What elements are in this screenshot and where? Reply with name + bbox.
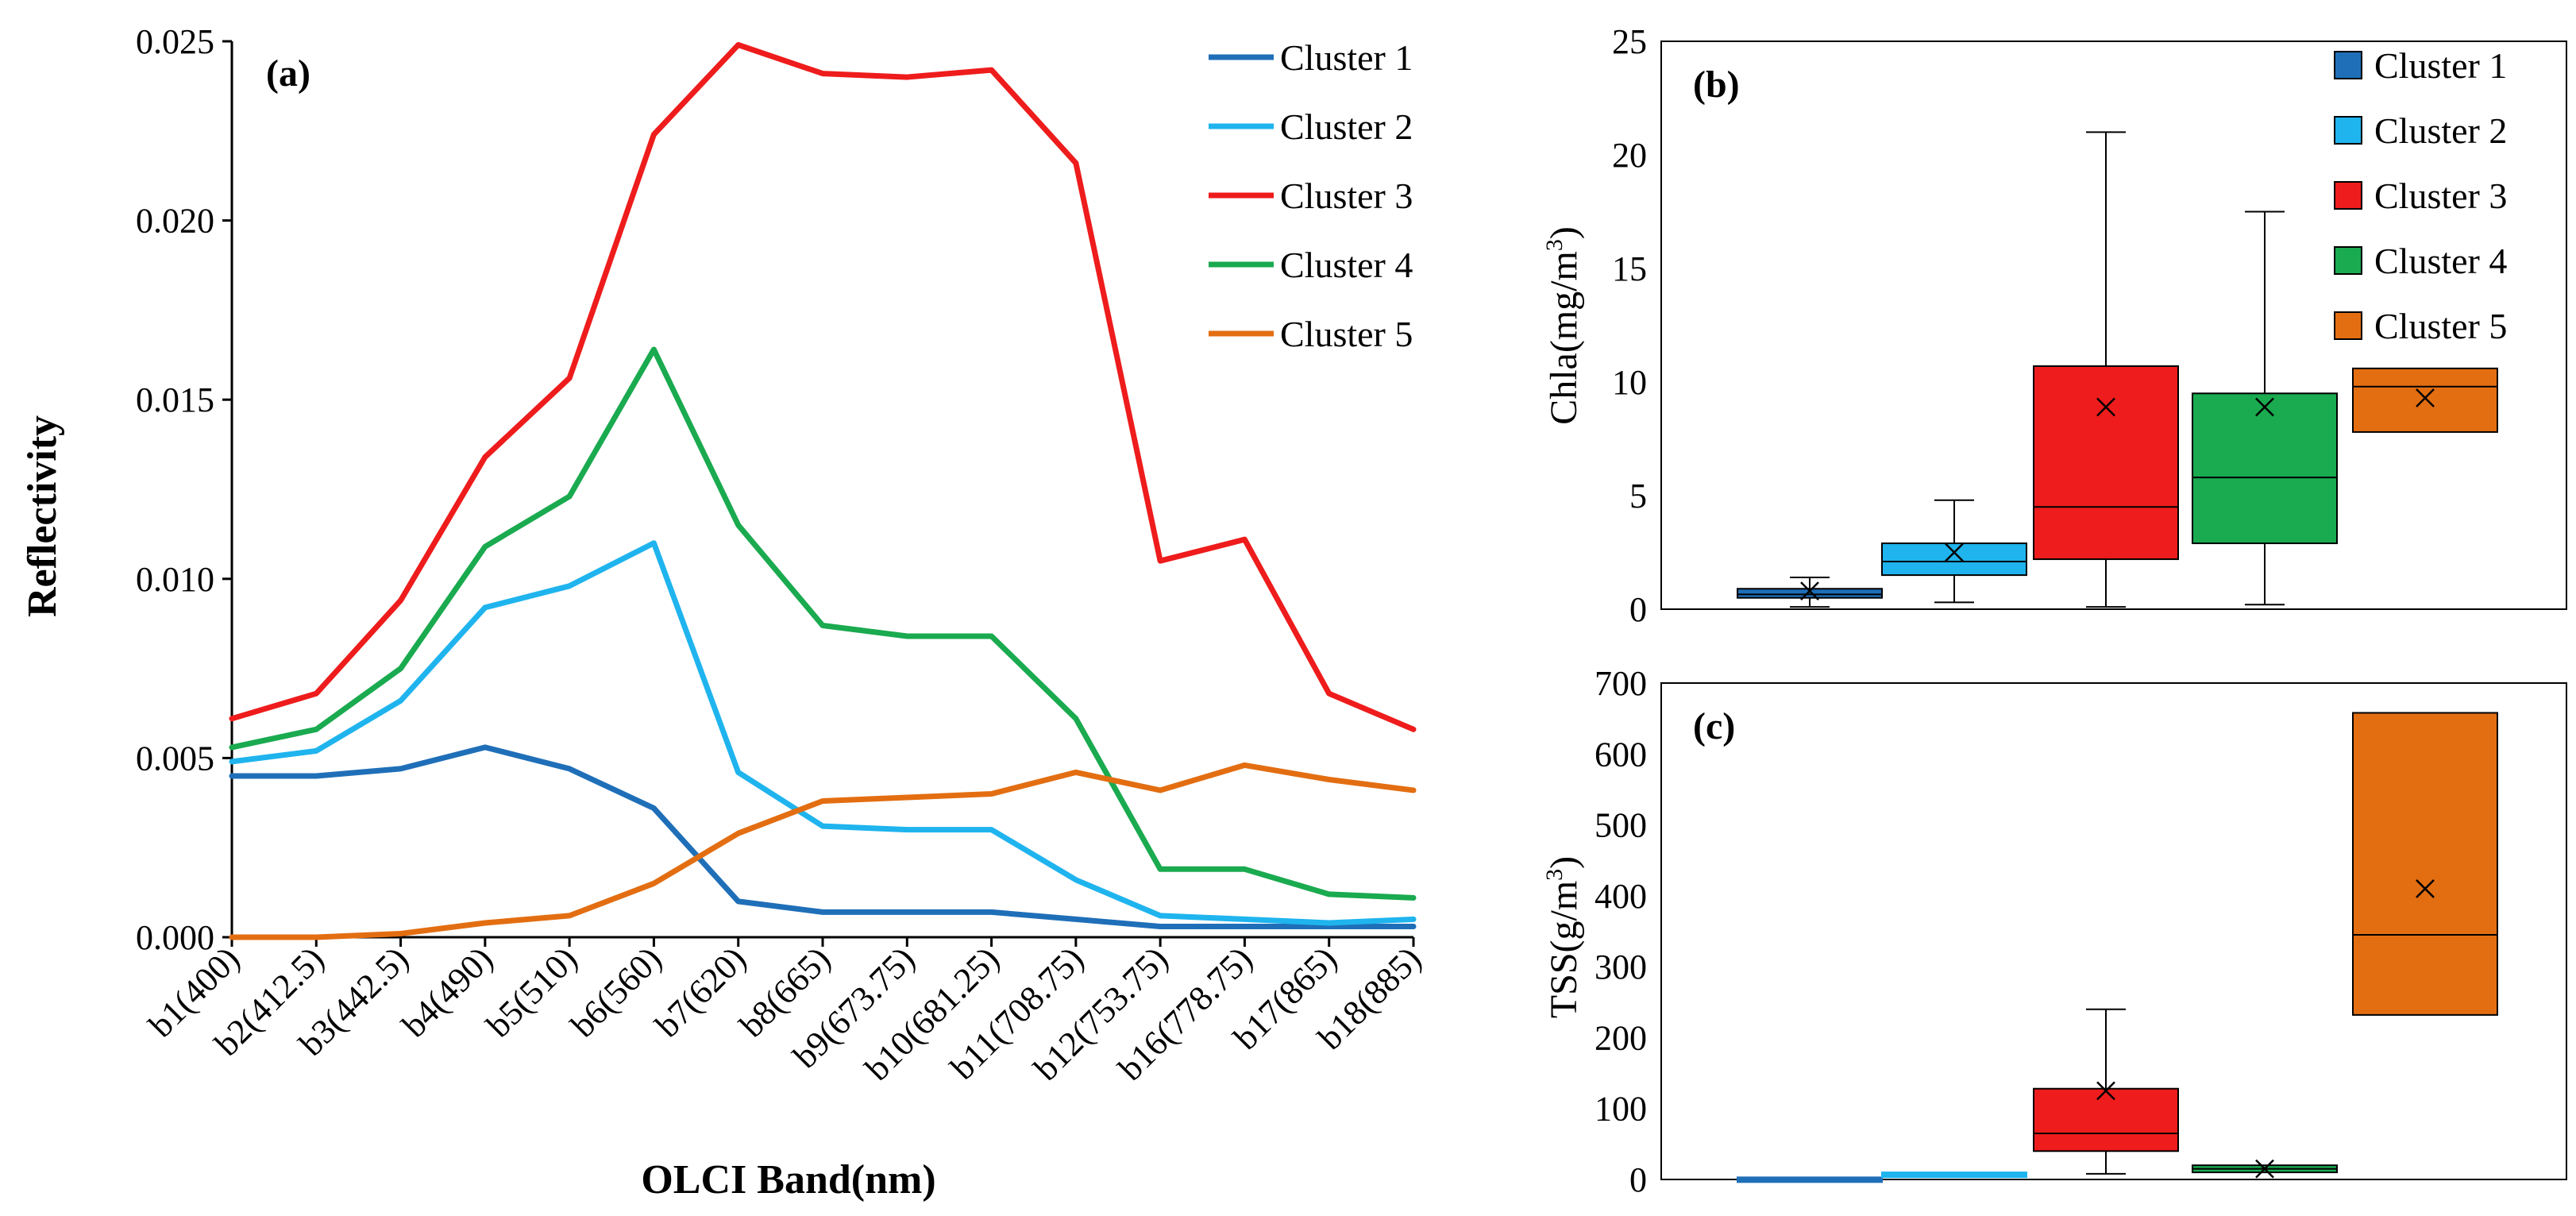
panel-a-x-tick-label: b7(620) bbox=[648, 939, 754, 1044]
panel-a-series-line-cluster-4 bbox=[229, 346, 1417, 901]
panel-a-series-line-cluster-1 bbox=[229, 744, 1417, 929]
panel-c-box-cluster-1-rect bbox=[1737, 1176, 1883, 1183]
panel-b-legend-label-cluster-1: Cluster 1 bbox=[2374, 45, 2507, 86]
panel-b-y-tick-label: 25 bbox=[1612, 22, 1647, 61]
panel-b-y-axis-title: Chla(mg/m3) bbox=[1541, 226, 1585, 425]
panel-c-y-tick-label: 700 bbox=[1595, 664, 1647, 703]
panel-b-y-tick-label: 5 bbox=[1629, 477, 1647, 515]
panel-a-y-tick-label: 0.005 bbox=[136, 739, 214, 778]
panel-c-y-tick-label: 100 bbox=[1595, 1090, 1647, 1129]
panel-a-series-line-cluster-5 bbox=[229, 762, 1417, 940]
panel-a-legend-label-cluster-4: Cluster 4 bbox=[1280, 245, 1413, 285]
panel-b-legend-swatch-cluster-3 bbox=[2334, 181, 2362, 210]
panel-b-legend-label-cluster-2: Cluster 2 bbox=[2374, 110, 2507, 151]
panel-c-label: (c) bbox=[1693, 705, 1735, 747]
panel-a-legend-label-cluster-3: Cluster 3 bbox=[1280, 176, 1413, 216]
panel-b-box-cluster-2-mean-marker bbox=[1945, 542, 1964, 562]
panel-b-y-tick-label: 20 bbox=[1612, 136, 1647, 175]
panel-b-box-cluster-1-mean-marker bbox=[1800, 581, 1819, 601]
panel-a-legend-label-cluster-2: Cluster 2 bbox=[1280, 106, 1413, 147]
panel-b-box-cluster-5-rect bbox=[2352, 367, 2498, 433]
panel-c-y-tick-label: 600 bbox=[1595, 735, 1647, 774]
panel-b-label: (b) bbox=[1693, 64, 1740, 106]
panel-c-y-title-sup: 3 bbox=[1541, 869, 1568, 881]
panel-b-y-tick-label: 0 bbox=[1629, 590, 1647, 629]
panel-c-y-axis-title: TSS(g/m3) bbox=[1541, 856, 1585, 1018]
panel-a-x-axis-title: OLCI Band(nm) bbox=[641, 1157, 935, 1202]
panel-c-y-tick-label: 200 bbox=[1595, 1018, 1647, 1057]
panel-a-legend-label-cluster-1: Cluster 1 bbox=[1280, 37, 1413, 78]
panel-a-line-chart: (a) Reflectivity OLCI Band(nm) 0.000 0.00… bbox=[20, 22, 1429, 1202]
panel-b-legend-label-cluster-3: Cluster 3 bbox=[2374, 176, 2507, 216]
panel-b-box-cluster-3-mean-marker bbox=[2096, 397, 2115, 417]
panel-c-box-cluster-3-mean-marker bbox=[2096, 1081, 2115, 1101]
panel-a-label: (a) bbox=[266, 52, 310, 95]
panel-c-y-title-close: ) bbox=[1543, 856, 1585, 869]
panel-c-y-title-main: TSS(g/m bbox=[1543, 881, 1585, 1018]
panel-b-box-cluster-4-rect bbox=[2192, 392, 2338, 545]
panel-c-box-chart: (c) TSS(g/m3) 0 100 200 300 400 500 600 700 bbox=[1541, 664, 2567, 1199]
panel-b-box-cluster-2-rect bbox=[1881, 542, 2027, 577]
panel-b-box-cluster-1-rect bbox=[1737, 588, 1883, 599]
panel-c-y-tick-label: 400 bbox=[1595, 877, 1647, 916]
panel-b-y-title-close: ) bbox=[1543, 226, 1585, 239]
panel-c-box-cluster-4-mean-marker bbox=[2255, 1159, 2274, 1179]
panel-c-y-tick-label: 0 bbox=[1629, 1160, 1647, 1199]
panel-a-legend-label-cluster-5: Cluster 5 bbox=[1280, 314, 1413, 354]
panel-a-y-tick-label: 0.015 bbox=[136, 380, 214, 419]
panel-b-box-cluster-5-mean-marker bbox=[2416, 388, 2435, 407]
panel-c-frame bbox=[1660, 682, 2567, 1180]
panel-c-y-tick-label: 300 bbox=[1595, 948, 1647, 986]
panel-a-series-line-cluster-3 bbox=[229, 42, 1417, 732]
panel-a-y-axis-title: Reflectivity bbox=[20, 415, 65, 617]
panel-a-y-tick-label: 0.025 bbox=[136, 22, 214, 61]
panel-b-box-cluster-3-rect bbox=[2033, 365, 2179, 561]
panel-c-box-cluster-5-mean-marker bbox=[2416, 879, 2435, 898]
panel-c-box-cluster-2-rect bbox=[1881, 1172, 2027, 1179]
panel-b-legend-label-cluster-5: Cluster 5 bbox=[2374, 306, 2507, 346]
panel-a-x-tick-label: b5(510) bbox=[479, 939, 584, 1044]
panel-c-y-tick-label: 500 bbox=[1595, 806, 1647, 845]
panel-b-box-cluster-4-mean-marker bbox=[2255, 397, 2274, 417]
panel-b-legend-swatch-cluster-1 bbox=[2334, 51, 2362, 79]
panel-a-series-line-cluster-2 bbox=[229, 540, 1417, 926]
panel-b-legend-swatch-cluster-2 bbox=[2334, 116, 2362, 145]
panel-b-y-tick-label: 15 bbox=[1612, 249, 1647, 288]
panel-a-x-tick-label: b6(560) bbox=[563, 939, 669, 1044]
panel-b-y-tick-label: 10 bbox=[1612, 363, 1647, 402]
panel-b-frame bbox=[1660, 41, 2567, 610]
panel-a-y-tick-label: 0.010 bbox=[136, 560, 214, 599]
panel-c-box-cluster-3-rect bbox=[2033, 1087, 2179, 1152]
panel-b-y-title-sup: 3 bbox=[1541, 239, 1568, 251]
panel-b-y-title-main: Chla(mg/m bbox=[1543, 251, 1585, 425]
panel-a-y-tick-label: 0.000 bbox=[136, 918, 214, 957]
panel-a-x-tick-label: b4(490) bbox=[395, 939, 500, 1044]
panel-b-legend-swatch-cluster-5 bbox=[2334, 311, 2362, 340]
panel-b-box-chart: (b) Chla(mg/m3) 0 5 10 15 20 25 Cluster 1 Clust… bbox=[1541, 22, 2567, 629]
panel-b-legend-swatch-cluster-4 bbox=[2334, 246, 2362, 275]
panel-b-legend-label-cluster-4: Cluster 4 bbox=[2374, 241, 2507, 281]
panel-c-box-cluster-5-rect bbox=[2352, 712, 2498, 1016]
panel-a-y-tick-label: 0.020 bbox=[136, 202, 214, 241]
